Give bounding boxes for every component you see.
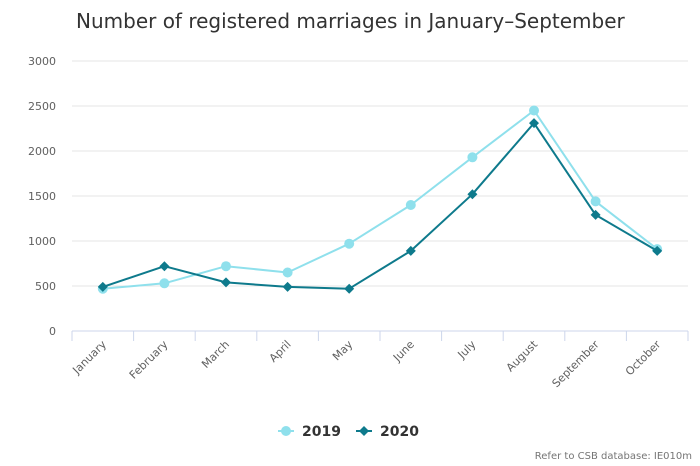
legend-label: 2020: [380, 424, 419, 440]
x-tick-label: August: [504, 337, 541, 374]
series-layer: [97, 105, 663, 294]
data-point[interactable]: [652, 245, 663, 256]
x-tick-label: September: [550, 338, 603, 391]
x-tick-label: March: [199, 338, 232, 371]
x-tick-label: October: [623, 338, 664, 379]
y-tick-label: 1500: [28, 190, 56, 203]
legend-label: 2019: [302, 424, 341, 440]
y-tick-label: 1000: [28, 235, 56, 248]
chart-title: Number of registered marriages in Januar…: [76, 9, 626, 33]
x-tick-label: June: [390, 338, 417, 365]
data-point[interactable]: [282, 281, 293, 292]
series-line[interactable]: [102, 122, 658, 290]
x-tick-label: July: [455, 338, 479, 362]
x-tick-label: February: [127, 338, 171, 382]
y-tick-label: 2000: [28, 145, 56, 158]
data-point[interactable]: [405, 245, 416, 256]
legend[interactable]: 2019 2020: [278, 424, 419, 440]
series-line[interactable]: [102, 109, 658, 290]
series-2020[interactable]: [97, 118, 663, 294]
data-point[interactable]: [159, 278, 170, 289]
legend-marker[interactable]: [359, 426, 369, 436]
data-point[interactable]: [221, 277, 231, 288]
x-tick-label: January: [70, 338, 110, 378]
data-point[interactable]: [159, 261, 170, 272]
x-tick-label: May: [330, 338, 356, 364]
x-tick-label: April: [267, 338, 294, 365]
data-point[interactable]: [467, 189, 478, 200]
legend-item[interactable]: 2020: [356, 424, 419, 440]
data-point[interactable]: [282, 267, 293, 278]
credit-text[interactable]: Refer to CSB database: IE010m: [535, 451, 692, 462]
data-point[interactable]: [221, 261, 231, 272]
y-tick-label: 2500: [28, 100, 56, 113]
y-tick-label: 500: [35, 280, 56, 293]
y-axis-ticks: 0 500 1000 1500 2000 2500 3000: [28, 55, 56, 338]
data-point[interactable]: [529, 118, 539, 129]
data-point[interactable]: [405, 200, 416, 210]
data-point[interactable]: [344, 283, 355, 294]
data-point[interactable]: [467, 152, 478, 163]
data-point[interactable]: [590, 196, 601, 207]
data-point[interactable]: [590, 209, 601, 220]
data-point[interactable]: [97, 281, 108, 292]
legend-marker[interactable]: [281, 426, 291, 436]
y-tick-label: 3000: [28, 55, 56, 68]
series-2019[interactable]: [97, 105, 663, 294]
data-point[interactable]: [529, 105, 539, 116]
y-tick-label: 0: [49, 325, 56, 338]
data-point[interactable]: [344, 238, 355, 249]
x-axis-ticks: January February March April May June July Augu…: [70, 331, 689, 391]
legend-item[interactable]: 2019: [278, 424, 341, 440]
gridlines: [72, 60, 688, 332]
